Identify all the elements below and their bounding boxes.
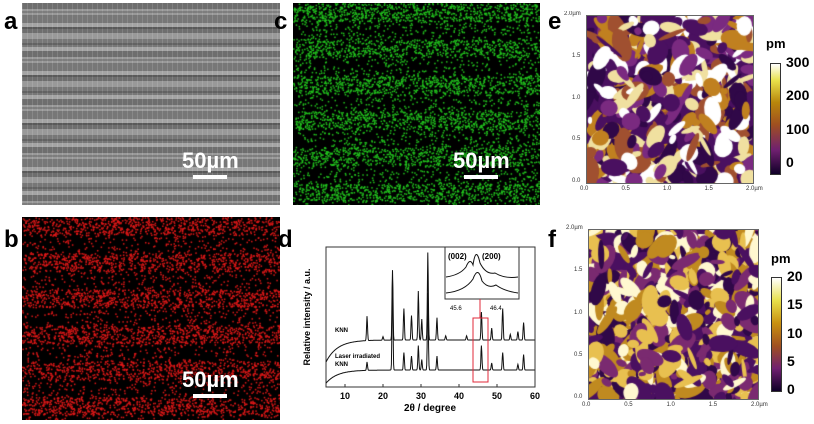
xrd-chart: 10 20 30 40 50 60 (002) (200) 45.6 46.4 KNN L… xyxy=(302,246,540,414)
scale-bar: 50µm xyxy=(182,148,239,179)
x-tick-label: 0.0 xyxy=(580,186,589,192)
red-element-map: 50µm xyxy=(22,217,280,420)
panel-label-e: e xyxy=(548,8,562,35)
panel-label-b: b xyxy=(4,226,19,253)
colorbar-tick: 20 xyxy=(787,268,803,284)
y-tick-label: 1.0 xyxy=(574,309,583,316)
scale-bar: 50µm xyxy=(182,367,239,398)
y-tick-label: 2.0µm xyxy=(564,11,581,17)
panel-label-c: c xyxy=(274,8,288,35)
colorbar-tick: 0 xyxy=(786,154,794,170)
colorbar-tick: 300 xyxy=(786,54,810,70)
x-tick-label: 20 xyxy=(378,391,388,401)
unit-label: pm xyxy=(766,36,786,51)
inset-tick: 45.6 xyxy=(450,306,462,312)
x-tick-label: 1.0 xyxy=(663,186,672,192)
colorbar-tick: 15 xyxy=(787,296,803,313)
colorbar-tick: 5 xyxy=(787,352,795,369)
panel-label-f: f xyxy=(548,226,556,253)
series-label-knn: KNN xyxy=(335,328,348,334)
colorbar-tick: 10 xyxy=(787,324,803,341)
x-tick-label: 0.5 xyxy=(621,186,630,192)
x-tick-label: 1.0 xyxy=(666,402,675,408)
inset-tick: 46.4 xyxy=(490,306,502,312)
y-tick-label: 0.5 xyxy=(572,136,581,143)
series-line xyxy=(325,252,535,363)
x-tick-label: 30 xyxy=(416,391,426,401)
x-tick-label: 40 xyxy=(454,391,464,401)
unit-label: pm xyxy=(771,251,791,266)
y-axis-label: Relative intensity / a.u. xyxy=(302,268,312,365)
inset-peak-002: (002) xyxy=(448,252,467,261)
y-tick-label: 1.5 xyxy=(572,52,581,59)
green-element-map: 50µm xyxy=(293,3,540,205)
afm-map-f xyxy=(588,229,759,400)
y-tick-label: 0.0 xyxy=(572,178,581,184)
x-tick-label: 50 xyxy=(492,391,502,401)
highlight-box xyxy=(472,317,489,383)
series-line xyxy=(325,278,535,384)
x-tick-label: 0.5 xyxy=(624,402,633,408)
y-tick-label: 2.0µm xyxy=(566,225,583,231)
panel-label-d: d xyxy=(278,226,293,253)
x-tick-label: 10 xyxy=(340,391,350,401)
colorbar-e xyxy=(770,63,781,175)
series-label-knn2: KNN xyxy=(335,362,348,368)
inset-peak-200: (200) xyxy=(482,252,501,261)
colorbar-tick: 0 xyxy=(787,381,795,397)
afm-map-e xyxy=(586,15,754,184)
series-label-laser: Laser irradiated xyxy=(335,354,380,360)
colorbar-f xyxy=(771,277,782,392)
x-tick-label: 1.5 xyxy=(708,402,718,408)
sem-image: 50µm xyxy=(22,3,280,205)
x-tick-label: 1.5 xyxy=(704,186,713,192)
scale-bar: 50µm xyxy=(453,148,510,179)
x-tick-label: 2.0µm xyxy=(751,402,768,408)
colorbar-tick: 200 xyxy=(786,87,810,104)
y-tick-label: 1.5 xyxy=(574,267,583,274)
y-tick-label: 0.5 xyxy=(574,351,583,358)
panel-label-a: a xyxy=(4,8,18,35)
x-tick-label: 2.0µm xyxy=(746,186,763,192)
y-tick-label: 0.0 xyxy=(574,394,583,400)
x-tick-label: 0.0 xyxy=(582,402,591,408)
y-tick-label: 1.0 xyxy=(572,94,581,101)
x-tick-label: 60 xyxy=(530,391,540,401)
colorbar-tick: 100 xyxy=(786,120,810,137)
x-axis-label: 2θ / degree xyxy=(404,403,457,414)
